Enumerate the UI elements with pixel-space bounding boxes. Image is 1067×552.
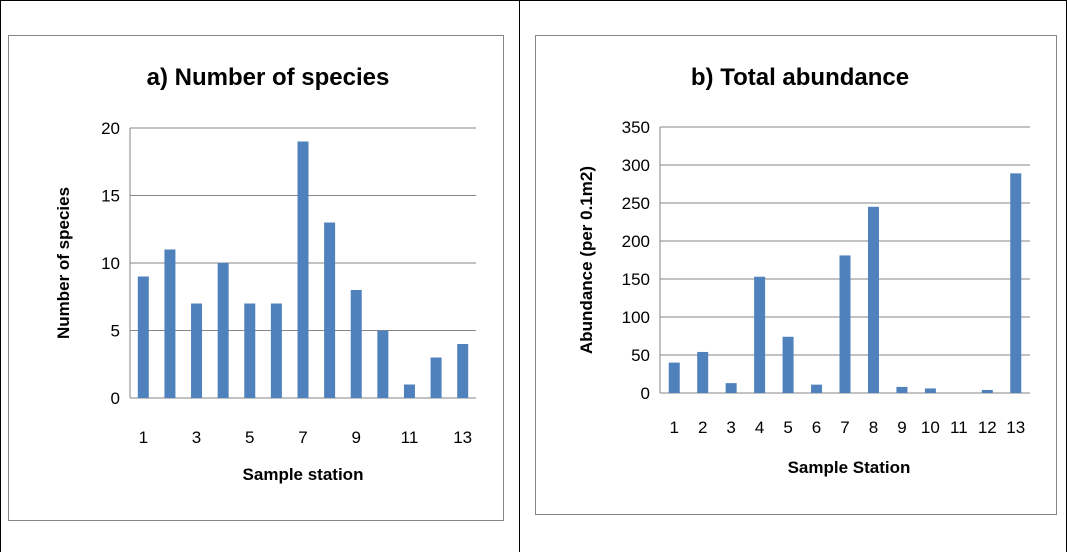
bar — [191, 303, 203, 398]
x-axis-label: Sample Station — [788, 458, 911, 477]
y-tick-label: 0 — [641, 384, 650, 403]
y-tick-label: 150 — [622, 270, 650, 289]
y-tick-label: 300 — [622, 156, 650, 175]
bar — [377, 330, 389, 398]
bar — [297, 141, 309, 398]
x-tick-label: 1 — [139, 428, 148, 447]
x-tick-label: 13 — [453, 428, 472, 447]
y-tick-label: 5 — [111, 322, 120, 341]
x-tick-label: 4 — [755, 418, 764, 437]
chart-b-frame — [535, 35, 1057, 515]
bar — [981, 389, 993, 393]
bar — [164, 249, 176, 398]
x-axis-label: Sample station — [243, 465, 364, 484]
x-tick-label: 7 — [840, 418, 849, 437]
x-tick-label: 11 — [401, 428, 419, 447]
bar — [811, 384, 823, 393]
y-tick-label: 350 — [622, 118, 650, 137]
x-tick-label: 5 — [783, 418, 792, 437]
y-tick-label: 10 — [101, 254, 120, 273]
x-tick-label: 2 — [698, 418, 707, 437]
x-tick-label: 3 — [726, 418, 735, 437]
bar — [924, 388, 936, 393]
bar — [350, 290, 362, 398]
y-tick-label: 250 — [622, 194, 650, 213]
x-tick-label: 6 — [812, 418, 821, 437]
bar — [137, 276, 149, 398]
x-tick-label: 1 — [669, 418, 678, 437]
table-border-top — [0, 0, 1067, 1]
bar — [668, 362, 680, 393]
bar — [782, 336, 794, 393]
bar — [867, 206, 879, 393]
x-tick-label: 12 — [978, 418, 997, 437]
bar — [457, 344, 469, 398]
x-tick-label: 11 — [950, 418, 968, 437]
bar — [270, 303, 282, 398]
chart-a-frame — [8, 35, 504, 521]
table-border-left — [0, 0, 1, 552]
bar — [217, 263, 229, 398]
bar — [697, 351, 709, 393]
y-tick-label: 20 — [101, 119, 120, 138]
x-tick-label: 8 — [869, 418, 878, 437]
bar — [403, 384, 415, 398]
y-tick-label: 100 — [622, 308, 650, 327]
chart-title: b) Total abundance — [691, 64, 909, 91]
bar — [324, 222, 336, 398]
y-tick-label: 50 — [631, 346, 650, 365]
bar — [244, 303, 256, 398]
x-tick-label: 10 — [921, 418, 940, 437]
bar — [1010, 173, 1022, 393]
x-tick-label: 3 — [192, 428, 201, 447]
bar — [839, 255, 851, 393]
x-tick-label: 9 — [351, 428, 360, 447]
chart-title: a) Number of species — [147, 64, 390, 91]
x-tick-label: 9 — [897, 418, 906, 437]
y-tick-label: 0 — [111, 389, 120, 408]
y-tick-label: 200 — [622, 232, 650, 251]
bar — [725, 383, 737, 393]
y-axis-label: Number of species — [54, 187, 73, 339]
x-tick-label: 7 — [298, 428, 307, 447]
bar — [754, 276, 766, 393]
y-axis-label: Abundance (per 0.1m2) — [577, 166, 596, 354]
y-tick-label: 15 — [101, 187, 120, 206]
table-divider — [519, 0, 520, 552]
x-tick-label: 5 — [245, 428, 254, 447]
bar — [430, 357, 442, 398]
bar — [896, 386, 908, 393]
x-tick-label: 13 — [1006, 418, 1025, 437]
